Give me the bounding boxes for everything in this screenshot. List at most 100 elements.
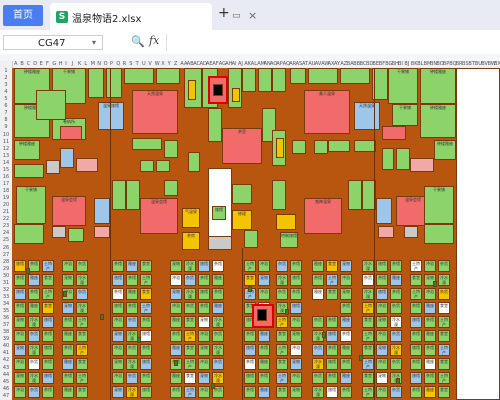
column-header-cell[interactable]: BW bbox=[487, 61, 496, 67]
cell-block[interactable] bbox=[52, 226, 66, 238]
column-header-cell[interactable]: BI bbox=[398, 61, 403, 67]
row-header-cell[interactable]: 6 bbox=[4, 103, 8, 110]
column-header-cell[interactable]: AK bbox=[244, 61, 252, 67]
cell-block[interactable]: 天然温泉 bbox=[132, 90, 178, 134]
stall-cell[interactable]: 旅馆 bbox=[326, 358, 338, 370]
column-header-cell[interactable]: BT bbox=[468, 61, 475, 67]
cell-block[interactable] bbox=[378, 226, 394, 238]
cell-block[interactable] bbox=[76, 158, 98, 172]
stall-cell[interactable]: 茶馆 bbox=[28, 260, 40, 272]
column-header-cell[interactable]: BP bbox=[442, 61, 450, 67]
cell-block[interactable] bbox=[106, 68, 122, 98]
cell-block[interactable]: 干果铺 bbox=[388, 68, 418, 104]
tree-cell[interactable] bbox=[359, 355, 363, 361]
tree-cell[interactable] bbox=[211, 383, 215, 389]
stall-cell[interactable]: 茶馆 bbox=[244, 386, 256, 398]
stall-cell[interactable]: 旅馆 bbox=[198, 260, 210, 272]
monitor-icon[interactable]: ▭ bbox=[232, 11, 241, 21]
row-header-cell[interactable]: 14 bbox=[2, 159, 10, 166]
cell-block[interactable] bbox=[314, 140, 328, 154]
stall-cell[interactable]: 宠物 bbox=[376, 344, 388, 356]
cell-block[interactable] bbox=[156, 68, 180, 84]
stall-cell[interactable]: 雅座 bbox=[424, 302, 436, 314]
stall-cell[interactable]: 宠物 bbox=[198, 372, 210, 384]
column-header-cell[interactable]: AB bbox=[186, 61, 194, 67]
stall-cell[interactable]: 冲浴 bbox=[198, 358, 210, 370]
stall-cell[interactable]: 杂货 bbox=[28, 330, 40, 342]
row-header-cell[interactable]: 34 bbox=[2, 300, 10, 307]
stall-cell[interactable]: 宠物 bbox=[112, 330, 124, 342]
cell-block[interactable] bbox=[232, 88, 240, 102]
stall-cell[interactable]: 旅馆 bbox=[112, 274, 124, 286]
cell-block[interactable]: 修理 bbox=[232, 210, 252, 230]
column-header-cell[interactable]: AJ bbox=[238, 61, 243, 67]
cell-block[interactable] bbox=[112, 180, 126, 210]
stall-cell[interactable]: 土特产 bbox=[244, 260, 256, 272]
stall-cell[interactable]: 宠物 bbox=[112, 386, 124, 398]
document-tab[interactable]: S 温泉物语2.xlsx ▭ × bbox=[50, 3, 257, 30]
cell-block[interactable] bbox=[36, 90, 66, 120]
tree-cell[interactable] bbox=[396, 378, 400, 384]
stall-cell[interactable]: 宠物 bbox=[62, 302, 74, 314]
stall-cell[interactable]: 杂货 bbox=[390, 386, 402, 398]
stall-cell[interactable]: 茶馆 bbox=[390, 288, 402, 300]
cell-block[interactable] bbox=[290, 68, 306, 84]
cell-block[interactable]: 钟楼雅座 bbox=[434, 140, 456, 160]
stall-cell[interactable]: 旅馆 bbox=[410, 372, 422, 384]
row-header-cell[interactable]: 7 bbox=[4, 110, 8, 117]
stall-cell[interactable]: 冷水澡 bbox=[76, 302, 88, 314]
cell-block[interactable]: 茶室 bbox=[222, 128, 262, 164]
stall-cell[interactable]: 旅馆 bbox=[290, 302, 302, 314]
row-header-cell[interactable]: 45 bbox=[2, 378, 10, 385]
stall-cell[interactable]: 食堂 bbox=[42, 302, 54, 314]
stall-cell[interactable]: 杂货 bbox=[126, 372, 138, 384]
column-header-cell[interactable]: C bbox=[26, 61, 31, 67]
stall-cell[interactable]: 茶馆 bbox=[424, 344, 436, 356]
row-header-cell[interactable]: 31 bbox=[2, 279, 10, 286]
stall-cell[interactable]: 冷水澡 bbox=[362, 288, 374, 300]
stall-cell[interactable]: 旅馆 bbox=[410, 344, 422, 356]
stall-cell[interactable]: 土特产 bbox=[362, 330, 374, 342]
cell-block[interactable]: 温泉会馆 bbox=[140, 198, 178, 234]
stall-cell[interactable]: 冷水澡 bbox=[28, 372, 40, 384]
stall-cell[interactable]: 宠物 bbox=[290, 386, 302, 398]
row-header-cell[interactable]: 18 bbox=[2, 188, 10, 195]
cell-block[interactable] bbox=[340, 68, 370, 84]
stall-cell[interactable]: 茶馆 bbox=[244, 330, 256, 342]
row-header-cell[interactable]: 17 bbox=[2, 180, 10, 187]
stall-cell[interactable]: 茶馆 bbox=[244, 358, 256, 370]
close-icon[interactable]: × bbox=[248, 9, 258, 22]
row-header-cell[interactable]: 27 bbox=[2, 251, 10, 258]
stall-cell[interactable]: 茶馆 bbox=[212, 260, 224, 272]
row-header-cell[interactable]: 24 bbox=[2, 230, 10, 237]
cell-block[interactable]: 钟楼雅座 bbox=[14, 68, 50, 104]
stall-cell[interactable]: 旅馆 bbox=[290, 274, 302, 286]
cell-block[interactable] bbox=[376, 198, 392, 224]
column-header-cell[interactable]: BN bbox=[430, 61, 438, 67]
column-header-cell[interactable]: BJ bbox=[404, 61, 410, 67]
row-header-cell[interactable]: 2 bbox=[4, 75, 8, 82]
stall-cell[interactable]: 冲浴 bbox=[62, 288, 74, 300]
column-header-cell[interactable]: BQ bbox=[449, 61, 457, 67]
column-header-cell[interactable]: AS bbox=[295, 61, 303, 67]
stall-cell[interactable]: 冲浴 bbox=[258, 288, 270, 300]
stall-cell[interactable]: 雅座 bbox=[312, 260, 324, 272]
sheet-grid[interactable]: 钟楼雅座 干果铺 钟楼雅座 卷纳所 温泉旅馆 天然温泉 美人温泉 茶室 干果铺 bbox=[12, 68, 500, 400]
stall-cell[interactable]: 冲浴 bbox=[376, 358, 388, 370]
row-header-cell[interactable]: 25 bbox=[2, 237, 10, 244]
row-header-cell[interactable]: 13 bbox=[2, 152, 10, 159]
stall-cell[interactable]: 冷水澡 bbox=[126, 330, 138, 342]
stall-cell[interactable]: 茶馆 bbox=[410, 386, 422, 398]
tree-cell[interactable] bbox=[63, 291, 67, 297]
cell-block[interactable]: 钟楼雅座 bbox=[420, 104, 456, 138]
column-header-cell[interactable]: BO bbox=[436, 61, 444, 67]
column-header-cell[interactable]: K bbox=[78, 61, 82, 67]
stall-cell[interactable]: 旅馆 bbox=[140, 358, 152, 370]
stall-cell[interactable]: 茶馆 bbox=[198, 302, 210, 314]
cell-block[interactable] bbox=[60, 148, 74, 168]
stall-cell[interactable]: 茶馆 bbox=[290, 288, 302, 300]
cell-block[interactable] bbox=[424, 224, 454, 244]
column-header-cell[interactable]: N bbox=[97, 61, 101, 67]
stall-cell[interactable]: 茶馆 bbox=[140, 372, 152, 384]
stall-cell[interactable]: 土特产 bbox=[438, 344, 450, 356]
